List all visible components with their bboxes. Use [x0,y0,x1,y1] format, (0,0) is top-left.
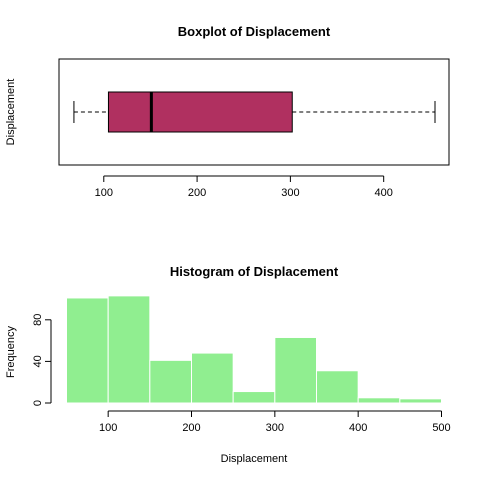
x-tick-label: 300 [266,422,284,434]
boxplot-panel: Boxplot of Displacement Displacement 100… [5,24,450,199]
histogram-bar [107,295,151,404]
histogram-x-label: Displacement [221,453,288,465]
boxplot-marks [73,91,436,133]
x-tick-label: 500 [432,422,450,434]
histogram-title: Histogram of Displacement [170,264,339,279]
boxplot-title: Boxplot of Displacement [178,24,331,39]
boxplot-x-axis: 100 200 300 400 [95,175,393,199]
histogram-bar [399,398,443,404]
y-tick-label: 80 [32,314,44,326]
x-tick-label: 400 [349,422,367,434]
boxplot-y-label: Displacement [5,79,17,146]
histogram-bar [232,391,276,404]
histogram-y-label: Frequency [5,326,17,378]
y-tick-label: 40 [32,355,44,367]
x-tick-label: 200 [182,422,200,434]
x-tick-label: 300 [281,187,299,199]
histogram-panel: Histogram of Displacement Frequency Disp… [5,264,451,465]
histogram-bar [316,370,359,404]
histogram-bars [66,295,443,404]
histogram-bar [66,297,109,404]
y-tick-label: 0 [32,400,44,406]
histogram-x-axis: 100 200 300 400 500 [99,410,451,434]
x-tick-label: 400 [375,187,393,199]
interquartile-box [107,91,293,133]
x-tick-label: 100 [95,187,113,199]
histogram-bar [149,359,192,404]
histogram-bar [274,336,318,404]
histogram-y-axis: 0 40 80 [32,314,52,406]
histogram-bar [191,352,234,404]
x-tick-label: 200 [188,187,206,199]
histogram-bar [357,397,401,404]
x-tick-label: 100 [99,422,117,434]
boxplot-frame [58,58,450,166]
